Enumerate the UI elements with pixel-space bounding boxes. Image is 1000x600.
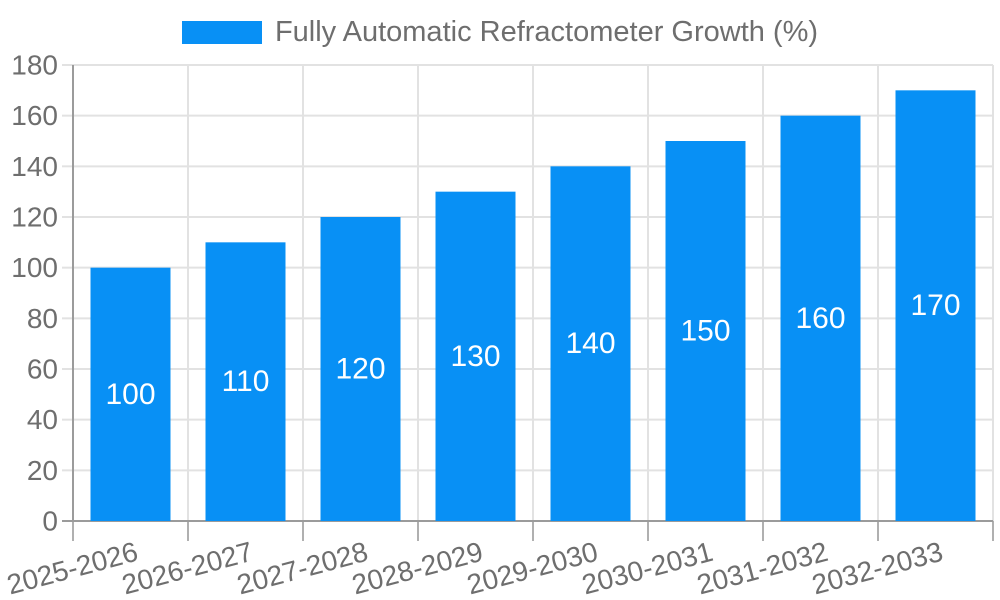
bar[interactable] bbox=[90, 267, 171, 521]
bar-value-label: 130 bbox=[450, 340, 500, 373]
y-axis-tick-label: 20 bbox=[27, 455, 58, 486]
x-axis-tick-label: 2029-2030 bbox=[464, 536, 601, 600]
y-axis-tick-label: 60 bbox=[27, 354, 58, 385]
x-axis-tick-label: 2027-2028 bbox=[234, 536, 371, 600]
bar-value-label: 120 bbox=[335, 353, 385, 386]
bar[interactable] bbox=[550, 166, 631, 522]
x-axis-tick-label: 2031-2032 bbox=[694, 536, 831, 600]
legend-item[interactable]: Fully Automatic Refractometer Growth (%) bbox=[181, 16, 819, 48]
y-axis-tick-label: 120 bbox=[11, 202, 58, 233]
y-axis-tick-label: 100 bbox=[11, 252, 58, 283]
bar-value-label: 110 bbox=[222, 365, 270, 398]
legend-label: Fully Automatic Refractometer Growth (%) bbox=[274, 16, 819, 48]
x-axis-tick-label: 2030-2031 bbox=[579, 536, 716, 600]
bar[interactable] bbox=[665, 141, 746, 521]
bar-value-label: 160 bbox=[795, 302, 845, 335]
y-axis-tick-label: 180 bbox=[11, 50, 58, 81]
bar[interactable] bbox=[435, 191, 516, 521]
bar[interactable] bbox=[320, 217, 401, 521]
bar-value-label: 100 bbox=[105, 378, 155, 411]
y-axis-tick-label: 40 bbox=[27, 404, 58, 435]
x-axis-tick-label: 2026-2027 bbox=[119, 536, 256, 600]
bar-value-label: 170 bbox=[910, 289, 960, 322]
legend: Fully Automatic Refractometer Growth (%) bbox=[0, 18, 1000, 47]
x-axis-tick-label: 2032-2033 bbox=[809, 536, 946, 600]
x-axis-tick-label: 2028-2029 bbox=[349, 536, 486, 600]
y-axis-tick-label: 160 bbox=[11, 100, 58, 131]
bar[interactable] bbox=[895, 90, 976, 521]
bar[interactable] bbox=[205, 242, 286, 522]
bar-value-label: 140 bbox=[565, 327, 615, 360]
y-axis-tick-label: 0 bbox=[42, 506, 58, 537]
y-axis-tick-label: 80 bbox=[27, 303, 58, 334]
y-axis-tick-label: 140 bbox=[11, 151, 58, 182]
bar-value-label: 150 bbox=[680, 315, 730, 348]
bar[interactable] bbox=[780, 115, 861, 522]
legend-swatch bbox=[181, 21, 262, 44]
x-axis-tick-label: 2025-2026 bbox=[4, 536, 141, 600]
